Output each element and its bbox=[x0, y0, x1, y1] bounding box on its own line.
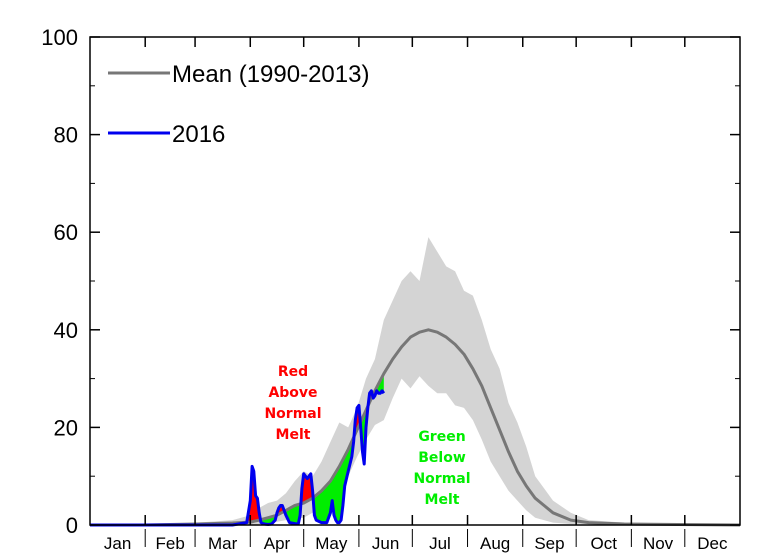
variability-band bbox=[90, 237, 740, 525]
annotation-line: Melt bbox=[276, 427, 311, 443]
y-tick-label: 0 bbox=[66, 513, 78, 538]
x-tick-label: Sep bbox=[534, 534, 564, 553]
below-normal-annotation: Green Below Normal Melt bbox=[413, 429, 470, 508]
annotation-line: Below bbox=[418, 450, 466, 466]
annotation-line: Green bbox=[418, 429, 465, 445]
plot-area: 0 20 40 60 80 100 Jan Feb Mar Apr May Jun Jul Aug Sep O… bbox=[41, 25, 741, 553]
annotation-line: Normal bbox=[264, 406, 321, 422]
y-tick-label: 40 bbox=[54, 318, 78, 343]
x-tick-label: Jun bbox=[372, 534, 399, 553]
x-tick-label: Jul bbox=[429, 534, 451, 553]
x-tick-label: Feb bbox=[155, 534, 184, 553]
x-tick-label: Apr bbox=[264, 534, 291, 553]
annotation-line: Above bbox=[268, 385, 317, 401]
mean-series-line bbox=[90, 328, 741, 527]
x-tick-label: Oct bbox=[591, 534, 618, 553]
legend-label-mean: Mean (1990-2013) bbox=[172, 61, 369, 88]
x-tick-label: Jan bbox=[104, 534, 131, 553]
y-tick-label: 20 bbox=[54, 415, 78, 440]
annotation-line: Melt bbox=[425, 492, 460, 508]
x-tick-label: May bbox=[315, 534, 348, 553]
x-tick-label: Aug bbox=[480, 534, 510, 553]
y-tick-label: 80 bbox=[54, 123, 78, 148]
annotation-line: Normal bbox=[413, 471, 470, 487]
x-tick-label: Nov bbox=[643, 534, 674, 553]
annotation-line: Red bbox=[278, 364, 308, 380]
x-tick-label: Mar bbox=[208, 534, 238, 553]
y-tick-label: 60 bbox=[54, 220, 78, 245]
legend: Mean (1990-2013) 2016 bbox=[108, 61, 369, 148]
x-tick-label: Dec bbox=[697, 534, 728, 553]
y-tick-label: 100 bbox=[41, 25, 78, 50]
legend-label-2016: 2016 bbox=[172, 121, 225, 148]
series-2016-line bbox=[90, 389, 386, 527]
above-normal-annotation: Red Above Normal Melt bbox=[264, 364, 321, 443]
